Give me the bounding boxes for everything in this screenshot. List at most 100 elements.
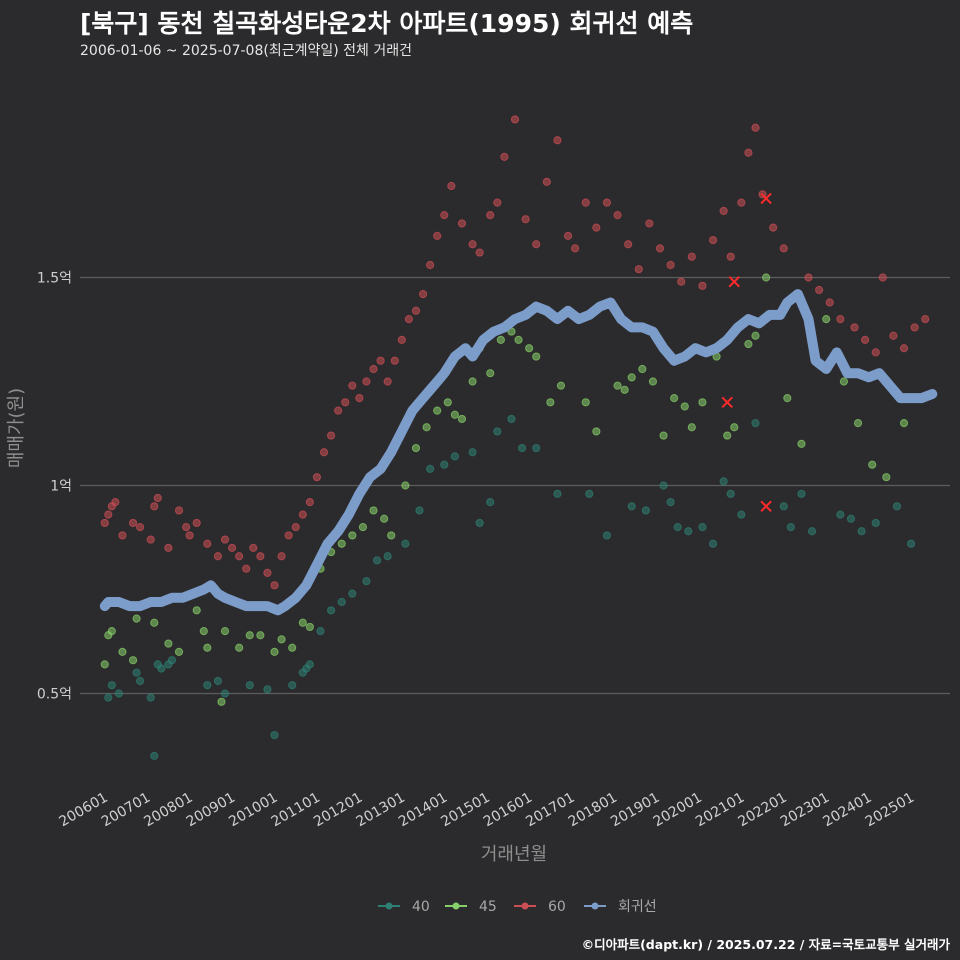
point-40	[475, 518, 484, 528]
point-45	[496, 335, 505, 345]
highlight-marker	[760, 192, 772, 205]
point-60	[440, 211, 449, 220]
point-60	[326, 431, 336, 440]
point-60	[571, 244, 580, 253]
point-40	[132, 668, 141, 677]
point-60	[291, 522, 300, 532]
point-60	[334, 406, 343, 415]
point-60	[319, 448, 329, 457]
point-40	[627, 502, 636, 511]
point-60	[475, 248, 484, 257]
point-60	[164, 543, 173, 552]
point-60	[203, 539, 212, 548]
point-60	[737, 198, 746, 207]
point-45	[730, 423, 739, 432]
point-40	[906, 539, 916, 548]
point-60	[249, 543, 258, 552]
point-60	[655, 244, 665, 253]
point-60	[312, 473, 322, 482]
point-45	[220, 626, 230, 636]
point-45	[128, 656, 138, 665]
point-60	[666, 260, 675, 270]
point-60	[153, 493, 162, 503]
point-45	[783, 394, 792, 403]
legend-swatch	[385, 902, 393, 910]
point-60	[910, 323, 919, 332]
point-45	[401, 481, 410, 490]
point-60	[836, 315, 845, 324]
point-60	[376, 356, 385, 365]
point-40	[602, 531, 612, 540]
point-45	[698, 398, 707, 407]
point-60	[889, 331, 898, 340]
chart-title: [북구] 동천 칠곡화성타운2차 아파트(1995) 회귀선 예측	[80, 9, 694, 38]
point-60	[634, 265, 643, 274]
point-45	[868, 460, 877, 469]
point-45	[853, 419, 863, 428]
highlight-marker	[760, 500, 772, 513]
point-40	[213, 676, 223, 686]
legend-label: 60	[548, 899, 566, 915]
chart-source-credit: ©디아파트(dapt.kr) / 2025.07.22 / 자료=국토교통부 실…	[581, 937, 950, 952]
point-60	[861, 335, 870, 345]
regression-line-path	[99, 289, 938, 616]
point-40	[779, 502, 788, 511]
point-60	[277, 552, 286, 561]
point-45	[620, 385, 629, 394]
point-45	[659, 431, 668, 440]
point-45	[532, 352, 541, 361]
point-40	[585, 489, 594, 498]
point-40	[659, 481, 668, 490]
point-45	[132, 614, 141, 623]
point-60	[532, 240, 541, 249]
point-60	[355, 394, 364, 403]
point-60	[390, 356, 399, 365]
point-60	[235, 552, 244, 561]
point-60	[418, 290, 428, 299]
point-45	[245, 631, 254, 640]
point-45	[680, 402, 689, 411]
point-60	[871, 348, 880, 357]
point-60	[751, 123, 760, 132]
point-40	[553, 489, 562, 498]
point-45	[305, 622, 314, 632]
point-60	[899, 344, 909, 353]
point-60	[227, 543, 237, 552]
regression-line	[99, 289, 938, 616]
point-40	[857, 527, 866, 536]
point-60	[719, 206, 728, 216]
point-60	[348, 381, 357, 390]
point-40	[684, 527, 693, 536]
point-45	[277, 635, 286, 644]
point-40	[104, 693, 113, 702]
point-60	[369, 364, 378, 374]
point-60	[433, 231, 442, 241]
point-60	[341, 398, 350, 407]
point-45	[433, 406, 442, 415]
point-60	[111, 498, 120, 507]
point-60	[146, 535, 155, 544]
point-45	[457, 414, 467, 424]
point-60	[645, 219, 654, 228]
point-60	[192, 518, 201, 528]
point-60	[804, 273, 813, 282]
legend: 40 45 60 회귀선	[378, 899, 657, 915]
point-45	[627, 373, 636, 382]
point-60	[553, 136, 562, 145]
point-60	[726, 252, 735, 261]
point-40	[316, 626, 325, 636]
point-45	[337, 539, 346, 548]
point-60	[878, 273, 887, 282]
point-45	[723, 431, 732, 440]
legend-item-40: 40	[378, 899, 430, 915]
point-45	[217, 697, 226, 706]
point-60	[305, 498, 314, 507]
point-45	[514, 335, 523, 345]
point-45	[670, 394, 679, 403]
data-points	[100, 115, 930, 760]
legend-swatch	[452, 902, 460, 910]
point-40	[150, 751, 159, 760]
point-40	[136, 676, 145, 686]
legend-label: 회귀선	[618, 899, 657, 915]
